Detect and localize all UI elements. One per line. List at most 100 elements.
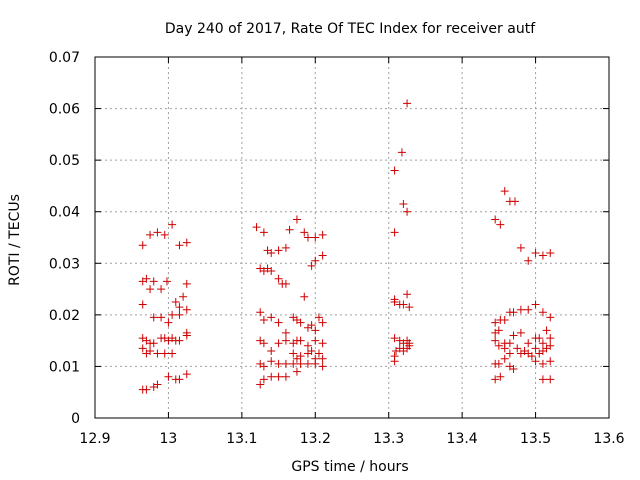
data-point xyxy=(390,334,399,343)
data-point xyxy=(390,357,399,366)
data-point xyxy=(494,326,503,335)
data-point xyxy=(403,344,412,353)
data-point xyxy=(274,274,283,283)
data-point xyxy=(175,336,184,345)
data-point xyxy=(509,331,518,340)
data-point xyxy=(500,344,509,353)
data-point xyxy=(505,339,514,348)
data-point xyxy=(546,248,555,257)
data-point xyxy=(399,199,408,208)
data-point xyxy=(311,233,320,242)
chart-title: Day 240 of 2017, Rate Of TEC Index for r… xyxy=(165,21,536,37)
data-point xyxy=(274,372,283,381)
data-point xyxy=(149,339,158,348)
data-point xyxy=(164,318,173,327)
data-point xyxy=(397,148,406,157)
data-point xyxy=(524,256,533,265)
data-point xyxy=(318,318,327,327)
data-point xyxy=(296,318,305,327)
data-point xyxy=(175,303,184,312)
x-tick-label: 13.5 xyxy=(520,431,551,447)
data-point xyxy=(491,215,500,224)
data-point xyxy=(296,336,305,345)
data-point xyxy=(314,313,323,322)
data-point xyxy=(175,241,184,250)
data-point xyxy=(179,292,188,301)
data-point xyxy=(146,230,155,239)
data-point xyxy=(182,238,191,247)
data-point xyxy=(300,292,309,301)
x-tick-label: 13.6 xyxy=(593,431,624,447)
data-point xyxy=(527,352,536,361)
x-tick-label: 12.9 xyxy=(79,431,110,447)
data-point xyxy=(153,228,162,237)
data-point xyxy=(500,316,509,325)
data-point xyxy=(256,308,265,317)
data-point xyxy=(175,310,184,319)
data-point xyxy=(281,372,290,381)
data-point xyxy=(300,228,309,237)
data-point xyxy=(405,339,414,348)
y-tick-label: 0.06 xyxy=(49,102,80,118)
grid-lines xyxy=(95,57,609,418)
data-point xyxy=(538,359,547,368)
x-tick-label: 13.3 xyxy=(373,431,404,447)
data-point xyxy=(292,367,301,376)
data-point xyxy=(157,285,166,294)
data-point xyxy=(509,308,518,317)
data-point xyxy=(494,359,503,368)
data-point xyxy=(390,295,399,304)
data-point xyxy=(403,207,412,216)
data-point xyxy=(516,328,525,337)
data-point xyxy=(171,297,180,306)
data-point xyxy=(390,166,399,175)
data-point xyxy=(531,357,540,366)
data-point xyxy=(546,375,555,384)
data-point xyxy=(175,375,184,384)
data-point xyxy=(138,241,147,250)
data-point xyxy=(307,346,316,355)
data-point xyxy=(274,246,283,255)
data-point xyxy=(285,225,294,234)
x-tick-label: 13.1 xyxy=(226,431,257,447)
data-point xyxy=(259,362,268,371)
data-point xyxy=(281,336,290,345)
data-point xyxy=(524,305,533,314)
data-point xyxy=(274,339,283,348)
y-axis-label: ROTI / TECUs xyxy=(7,194,23,286)
data-point xyxy=(149,277,158,286)
data-point xyxy=(274,359,283,368)
data-point xyxy=(138,344,147,353)
data-point xyxy=(509,365,518,374)
data-point xyxy=(307,321,316,330)
data-point xyxy=(318,362,327,371)
data-point xyxy=(281,359,290,368)
data-point xyxy=(546,334,555,343)
data-point xyxy=(403,99,412,108)
data-point xyxy=(168,310,177,319)
data-point xyxy=(146,285,155,294)
data-point xyxy=(318,339,327,348)
data-point xyxy=(281,243,290,252)
data-point xyxy=(142,385,151,394)
data-point xyxy=(307,261,316,270)
data-point xyxy=(303,341,312,350)
data-point xyxy=(531,344,540,353)
data-point xyxy=(289,349,298,358)
data-point xyxy=(256,380,265,389)
data-point xyxy=(494,341,503,350)
y-tick-label: 0 xyxy=(71,411,80,427)
data-point xyxy=(500,354,509,363)
data-point xyxy=(538,375,547,384)
data-point xyxy=(505,349,514,358)
data-point xyxy=(496,372,505,381)
data-point xyxy=(303,359,312,368)
data-point xyxy=(182,370,191,379)
data-point xyxy=(314,349,323,358)
data-point xyxy=(138,300,147,309)
data-point xyxy=(296,352,305,361)
axis-ticks xyxy=(94,56,610,419)
data-point xyxy=(546,357,555,366)
plot-frame xyxy=(94,56,610,419)
data-point xyxy=(259,228,268,237)
